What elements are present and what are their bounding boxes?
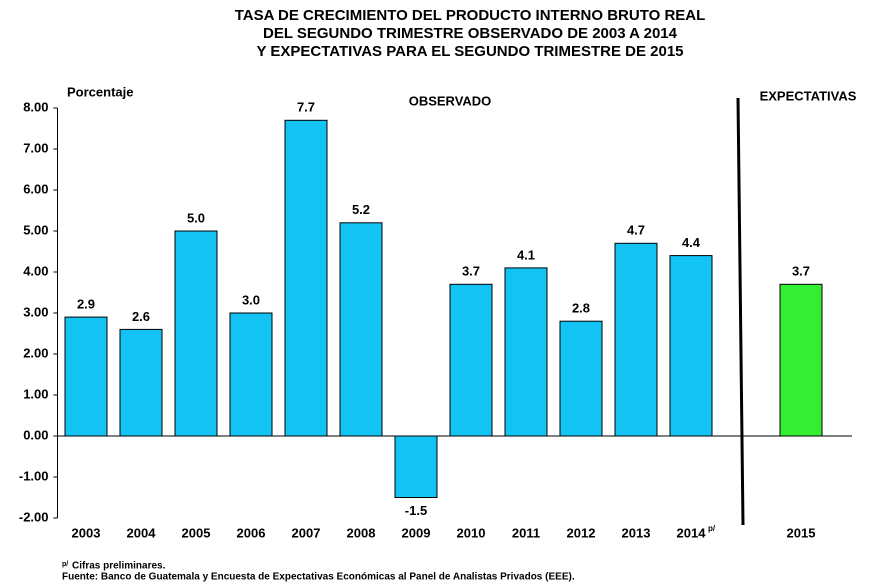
value-label: 2.8 bbox=[572, 301, 590, 316]
x-tick-label: 2015 bbox=[787, 525, 816, 540]
x-tick-label: 2007 bbox=[292, 525, 321, 540]
value-label: 2.6 bbox=[132, 309, 150, 324]
value-label: 5.2 bbox=[352, 202, 370, 217]
value-label: 7.7 bbox=[297, 100, 315, 115]
y-tick-label: 5.00 bbox=[23, 222, 48, 237]
bar bbox=[284, 119, 328, 437]
y-tick-label: 3.00 bbox=[23, 304, 48, 319]
divider bbox=[736, 97, 745, 526]
bar bbox=[779, 283, 823, 437]
x-tick-label: 2011 bbox=[512, 525, 540, 540]
x-tick-label: 2013 bbox=[622, 525, 651, 540]
y-tick-label: 2.00 bbox=[23, 345, 48, 360]
value-label: 4.7 bbox=[627, 223, 645, 238]
y-tick-label: 8.00 bbox=[23, 99, 48, 114]
value-label: -1.5 bbox=[405, 503, 427, 518]
chart-title: DEL SEGUNDO TRIMESTRE OBSERVADO DE 2003 … bbox=[263, 25, 678, 42]
y-axis-label: Porcentaje bbox=[67, 84, 133, 99]
source-note: Fuente: Banco de Guatemala y Encuesta de… bbox=[62, 572, 575, 583]
x-tick-label: 2010 bbox=[457, 525, 486, 540]
y-tick-label: -1.00 bbox=[19, 468, 49, 483]
value-label: 3.7 bbox=[462, 264, 480, 279]
y-tick-label: 1.00 bbox=[23, 386, 48, 401]
value-label: 3.7 bbox=[792, 264, 810, 279]
bar bbox=[64, 316, 108, 437]
bar bbox=[339, 222, 383, 437]
value-label: 4.1 bbox=[517, 247, 535, 262]
value-label: 2.9 bbox=[77, 297, 95, 312]
x-tick-label: 2008 bbox=[347, 525, 376, 540]
bar bbox=[449, 283, 493, 437]
footnote: Cifras preliminares. bbox=[72, 561, 166, 572]
preliminary-mark: p/ bbox=[708, 524, 716, 533]
annotation: EXPECTATIVAS bbox=[760, 88, 857, 103]
x-tick-label: 2005 bbox=[182, 525, 211, 540]
x-tick-label: 2012 bbox=[567, 525, 596, 540]
y-tick-label: 0.00 bbox=[23, 427, 48, 442]
annotation: OBSERVADO bbox=[409, 93, 492, 108]
bar bbox=[559, 320, 603, 437]
value-label: 5.0 bbox=[187, 210, 205, 225]
bar bbox=[119, 328, 163, 437]
y-tick-label: -2.00 bbox=[19, 509, 49, 524]
x-tick-label: 2006 bbox=[237, 525, 266, 540]
bar bbox=[229, 312, 273, 437]
bar bbox=[174, 230, 218, 437]
y-tick-label: 6.00 bbox=[23, 181, 48, 196]
x-tick-label: 2004 bbox=[127, 525, 157, 540]
x-tick-label: 2014 bbox=[677, 525, 707, 540]
y-tick-label: 4.00 bbox=[23, 263, 48, 278]
footnote-mark: p/ bbox=[62, 561, 68, 568]
bar bbox=[504, 267, 548, 437]
bar bbox=[669, 255, 713, 437]
x-tick-label: 2009 bbox=[402, 525, 431, 540]
value-label: 4.4 bbox=[682, 235, 701, 250]
bar bbox=[614, 242, 658, 437]
bar bbox=[394, 435, 438, 498]
value-label: 3.0 bbox=[242, 292, 260, 307]
chart-title: TASA DE CRECIMIENTO DEL PRODUCTO INTERNO… bbox=[235, 7, 706, 24]
y-tick-label: 7.00 bbox=[23, 140, 48, 155]
x-tick-label: 2003 bbox=[72, 525, 101, 540]
chart-title: Y EXPECTATIVAS PARA EL SEGUNDO TRIMESTRE… bbox=[256, 43, 683, 60]
